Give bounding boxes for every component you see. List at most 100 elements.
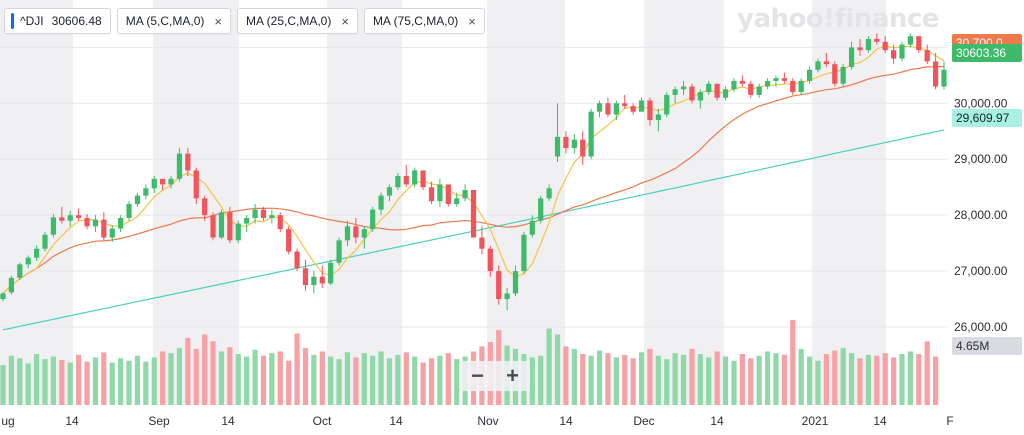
- zoom-out-button[interactable]: −: [460, 361, 495, 391]
- volume-bar: [218, 351, 225, 405]
- candle-body: [84, 217, 90, 227]
- volume-bar: [638, 352, 645, 405]
- zoom-in-button[interactable]: +: [495, 361, 530, 391]
- candle-body: [235, 223, 241, 241]
- candle-body: [605, 103, 611, 115]
- volume-bar: [176, 348, 183, 405]
- indicator-chip-ma75[interactable]: MA (75,C,MA,0) ×: [363, 8, 485, 34]
- volume-bar: [8, 355, 15, 405]
- volume-bar: [899, 354, 905, 405]
- candle-body: [580, 139, 586, 157]
- close-icon[interactable]: ×: [214, 13, 222, 29]
- volume-bar: [857, 358, 863, 405]
- candle-body: [260, 209, 267, 218]
- volume-bar: [193, 348, 199, 405]
- x-tick-label: Oct: [313, 414, 332, 428]
- candle-body: [353, 226, 359, 238]
- candle-body: [151, 178, 157, 189]
- chart-legend: ^DJI 30606.48 MA (5,C,MA,0) × MA (25,C,M…: [4, 8, 485, 34]
- volume-bar: [823, 354, 829, 405]
- volume-bar: [160, 351, 166, 405]
- candle-body: [34, 248, 40, 258]
- volume-bar: [286, 360, 292, 405]
- month-band: [812, 0, 886, 405]
- candle-body: [269, 215, 275, 218]
- price-label: 30603.36: [956, 46, 1006, 60]
- candle-body: [67, 215, 73, 221]
- volume-bar: [252, 349, 258, 405]
- candle-body: [664, 94, 670, 115]
- candle-body: [168, 178, 174, 185]
- volume-bar: [622, 354, 628, 405]
- volume-bar: [277, 351, 283, 405]
- volume-bar: [59, 359, 65, 405]
- candle-body: [932, 61, 939, 87]
- candle-body: [403, 176, 409, 185]
- volume-bar: [756, 355, 762, 405]
- candle-body: [756, 86, 762, 95]
- candle-body: [689, 86, 695, 101]
- candle-body: [59, 217, 65, 221]
- candle-body: [176, 153, 183, 179]
- volume-bar: [294, 333, 300, 405]
- volume-bar: [353, 357, 359, 405]
- candle-body: [487, 248, 493, 272]
- volume-bar: [42, 359, 48, 405]
- y-tick-label: 30,000.00: [954, 96, 1008, 110]
- candle-body: [907, 36, 913, 45]
- series-color-swatch: [11, 13, 14, 29]
- candle-body: [529, 220, 535, 235]
- volume-bar: [454, 359, 460, 405]
- candle-body: [218, 212, 225, 238]
- candle-body: [874, 38, 880, 42]
- volume-bar: [168, 353, 174, 405]
- x-tick-label: 14: [559, 414, 573, 428]
- candle-body: [479, 237, 485, 249]
- symbol-chip[interactable]: ^DJI 30606.48: [4, 8, 111, 34]
- volume-bar: [563, 346, 569, 405]
- candle-body: [882, 41, 888, 51]
- candle-body: [50, 217, 57, 235]
- volume-bar: [916, 354, 922, 405]
- candle-body: [714, 83, 720, 98]
- volume-bar: [647, 348, 653, 405]
- volume-bar: [134, 355, 141, 405]
- volume-bar: [235, 354, 241, 405]
- volume-bar: [101, 352, 107, 405]
- zoom-controls: − +: [460, 361, 530, 391]
- volume-bar: [554, 334, 561, 405]
- price-label: 29,609.97: [956, 111, 1010, 125]
- candle-body: [202, 198, 208, 216]
- volume-bar: [244, 356, 250, 405]
- candle-body: [647, 100, 653, 121]
- indicator-chip-ma5[interactable]: MA (5,C,MA,0) ×: [116, 8, 231, 34]
- candle-body: [588, 111, 594, 157]
- volume-bar: [336, 359, 342, 405]
- candle-body: [764, 80, 771, 87]
- volume-bar: [361, 353, 367, 405]
- candle-body: [571, 139, 577, 149]
- close-icon[interactable]: ×: [468, 13, 476, 29]
- volume-bar: [428, 358, 435, 405]
- candle-body: [680, 86, 687, 90]
- candle-body: [798, 80, 804, 93]
- x-tick-label: F: [946, 414, 953, 428]
- price-label-box: [952, 337, 1022, 355]
- volume-bar: [832, 350, 838, 405]
- volume-bar: [403, 352, 409, 405]
- candle-body: [462, 190, 468, 199]
- volume-bar: [202, 334, 208, 405]
- candle-body: [244, 217, 250, 224]
- candle-body: [857, 47, 863, 51]
- volume-bar: [67, 362, 73, 405]
- candle-body: [109, 228, 115, 238]
- candle-body: [126, 203, 132, 218]
- volume-bar: [630, 358, 636, 405]
- close-icon[interactable]: ×: [341, 13, 349, 29]
- indicator-chip-ma25[interactable]: MA (25,C,MA,0) ×: [236, 8, 358, 34]
- candle-body: [454, 198, 460, 204]
- candle-body: [840, 66, 846, 84]
- candle-body: [924, 50, 930, 62]
- candle-body: [504, 293, 510, 300]
